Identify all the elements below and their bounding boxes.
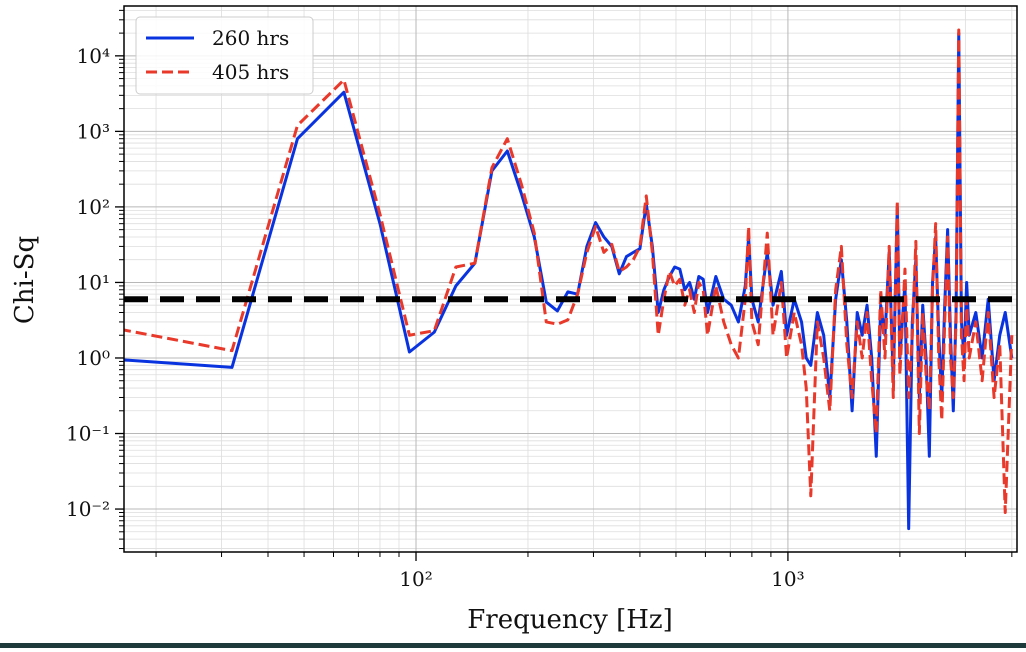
y-tick-label: 10² [77,195,110,219]
y-tick-label: 10⁴ [77,44,110,68]
x-tick-label: 10² [399,567,432,591]
legend-label: 260 hrs [212,26,289,50]
y-axis-label: Chi-Sq [10,236,40,324]
x-axis-label: Frequency [Hz] [467,605,673,635]
y-tick-label: 10¹ [77,270,110,294]
y-tick-label: 10⁰ [77,346,110,370]
bottom-bar [0,643,1026,648]
y-tick-label: 10⁻¹ [66,422,110,446]
x-tick-label: 10³ [771,567,804,591]
plot-frame [123,5,1018,553]
legend-box [135,16,314,95]
y-tick-label: 10³ [77,119,110,143]
series-line [124,31,1014,531]
y-tick-label: 10⁻² [66,497,110,521]
legend-label: 405 hrs [212,60,289,84]
series-line [124,28,1014,514]
